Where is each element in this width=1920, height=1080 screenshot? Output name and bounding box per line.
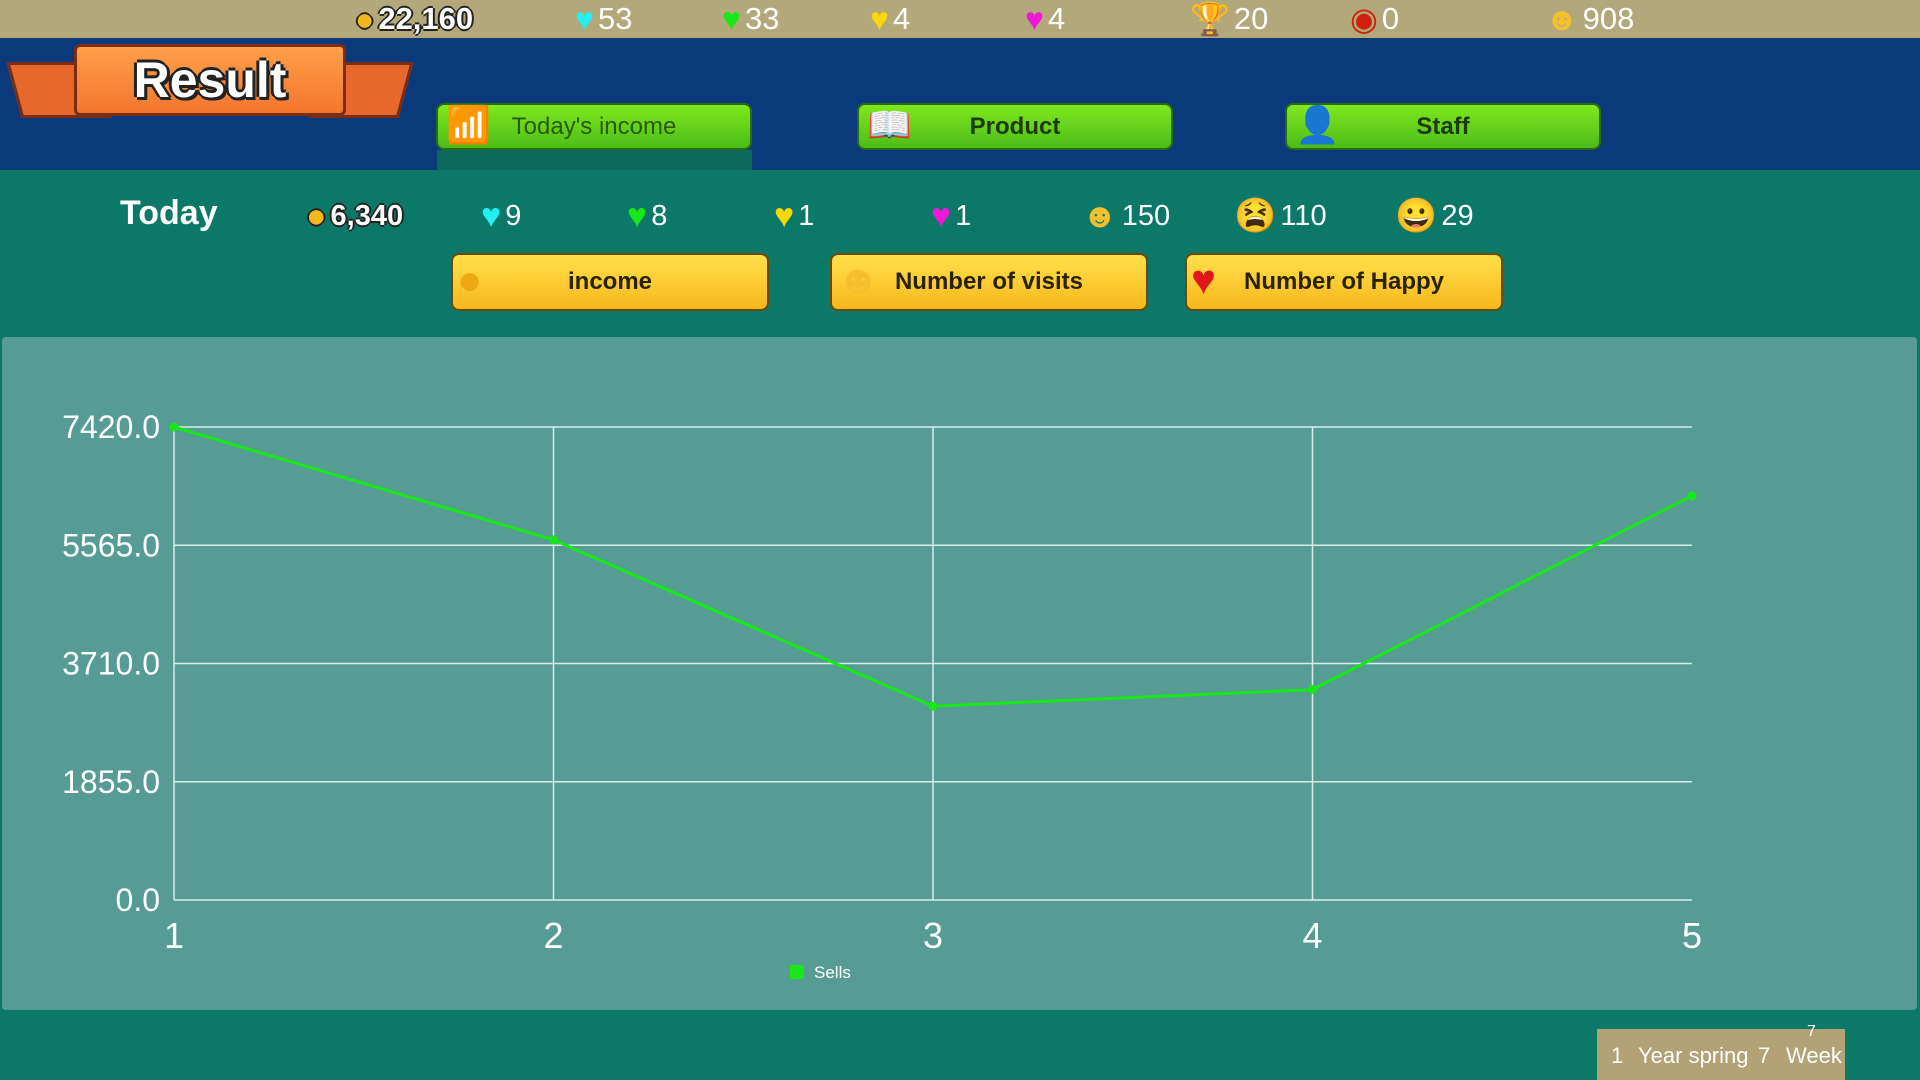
badge-stat: ◉ 0 [1350, 1, 1400, 37]
count: 29 [1441, 199, 1474, 232]
trophy-icon: 🏆 [1190, 1, 1230, 37]
pink-heart-count: 4 [1048, 1, 1066, 36]
today-coins: ● 6,340 [306, 196, 403, 236]
x-tick-label: 3 [923, 915, 943, 956]
smile-icon: ☻ [1545, 1, 1579, 37]
green-heart-stat: ♥ 33 [722, 1, 780, 37]
coin-icon: ● [457, 256, 483, 303]
person-icon: 👤 [1295, 104, 1340, 145]
x-tick-label: 2 [543, 915, 563, 956]
x-tick-label: 1 [164, 915, 184, 956]
green-heart-count: 33 [745, 1, 780, 36]
today-angry: 😫 110 [1234, 196, 1327, 236]
data-point [928, 701, 938, 711]
today-happy: ☻ 150 [1082, 196, 1170, 236]
number-of-visits-button[interactable]: ☻ Number of visits [830, 253, 1148, 311]
heart-icon: ♥ [1191, 256, 1216, 303]
cyan-heart-count: 53 [598, 1, 633, 36]
tab-label: Today's income [511, 112, 677, 140]
trophy-count: 20 [1233, 1, 1269, 36]
pink-heart-icon: ♥ [931, 197, 952, 235]
pink-heart-icon: ♥ [1025, 1, 1044, 37]
trophy-stat: 🏆 20 [1190, 1, 1269, 37]
tab-label: Product [969, 112, 1061, 140]
line-chart: 0.0 1855.0 3710.0 5565.0 7420.0 1 2 3 4 5 Sells [62, 409, 1702, 982]
button-label: Number of visits [894, 268, 1084, 295]
count: 9 [505, 199, 522, 232]
yellow-heart-icon: ♥ [774, 197, 795, 235]
resource-bar: ● 22,160 ♥ 53 ♥ 33 ♥ 4 ♥ 4 🏆 20 ◉ 0 ☻ 908 [0, 0, 1920, 38]
today-green-hearts: ♥ 8 [627, 196, 667, 236]
coin-count: 22,160 [378, 1, 474, 36]
cyan-heart-stat: ♥ 53 [575, 1, 633, 37]
button-label: income [567, 268, 653, 295]
page-title: Result [133, 52, 287, 108]
data-point [549, 535, 558, 545]
today-grin: 😀 29 [1395, 196, 1474, 236]
green-heart-icon: ♥ [722, 1, 741, 37]
chart-icon: 📶 [446, 104, 491, 145]
yellow-heart-icon: ♥ [870, 1, 889, 37]
smile-count: 908 [1582, 1, 1635, 36]
year-number: 1 [1611, 1043, 1624, 1068]
pink-heart-stat: ♥ 4 [1025, 1, 1066, 37]
today-label: Today [120, 194, 218, 232]
angry-face-icon: 😫 [1234, 197, 1277, 235]
y-tick-label: 1855.0 [62, 764, 160, 800]
today-pink-hearts: ♥ 1 [931, 196, 971, 236]
smile-stat: ☻ 908 [1545, 1, 1635, 37]
tab-staff[interactable]: 👤 Staff [1285, 103, 1601, 150]
smile-icon: ☻ [1082, 197, 1118, 235]
income-button[interactable]: ● income [451, 253, 769, 311]
data-point [1308, 685, 1317, 695]
button-label: Number of Happy [1243, 268, 1444, 295]
y-tick-label: 7420.0 [62, 409, 160, 445]
year-season-label: Year spring [1638, 1043, 1749, 1068]
chart-panel: 0.0 1855.0 3710.0 5565.0 7420.0 1 2 3 4 5 Sells [2, 337, 1917, 1010]
badge-count: 0 [1381, 1, 1400, 36]
week-label: Week [1786, 1043, 1842, 1068]
y-tick-label: 5565.0 [62, 527, 160, 563]
x-tick-label: 4 [1302, 915, 1322, 956]
data-point [169, 422, 179, 432]
today-cyan-hearts: ♥ 9 [481, 196, 521, 236]
date-display: 1 Year spring 7 Week 7 [1597, 1023, 1845, 1080]
day-number: 7 [1807, 1023, 1816, 1040]
active-tab-indicator [437, 150, 752, 170]
cyan-heart-icon: ♥ [575, 1, 594, 37]
tab-todays-income[interactable]: 📶 Today's income [436, 103, 752, 150]
data-point [1687, 491, 1697, 501]
smile-icon: ☻ [836, 256, 881, 303]
count: 1 [798, 199, 815, 232]
book-icon: 📖 [867, 104, 912, 145]
y-tick-label: 3710.0 [62, 646, 160, 682]
count: 8 [651, 199, 668, 232]
coin-icon: ● [355, 1, 375, 37]
cyan-heart-icon: ♥ [481, 197, 502, 235]
number-of-happy-button[interactable]: ♥ Number of Happy [1185, 253, 1503, 311]
banner-main: Result [74, 44, 346, 116]
count: 150 [1121, 199, 1171, 232]
legend-swatch [790, 965, 804, 979]
coin-stat: ● 22,160 [355, 1, 474, 37]
legend-label: Sells [814, 963, 851, 982]
green-heart-icon: ♥ [627, 197, 648, 235]
yellow-heart-stat: ♥ 4 [870, 1, 911, 37]
badge-icon: ◉ [1350, 1, 1378, 37]
coin-icon: ● [306, 197, 327, 235]
tab-product[interactable]: 📖 Product [857, 103, 1173, 150]
count: 1 [955, 199, 972, 232]
result-banner: Result [6, 44, 414, 122]
today-yellow-hearts: ♥ 1 [774, 196, 814, 236]
y-tick-label: 0.0 [116, 882, 160, 918]
today-coin-count: 6,340 [330, 199, 404, 232]
week-number: 7 [1758, 1043, 1771, 1068]
x-tick-label: 5 [1682, 915, 1702, 956]
count: 110 [1280, 199, 1327, 232]
tab-label: Staff [1416, 112, 1470, 140]
grin-face-icon: 😀 [1395, 197, 1438, 235]
yellow-heart-count: 4 [893, 1, 911, 36]
